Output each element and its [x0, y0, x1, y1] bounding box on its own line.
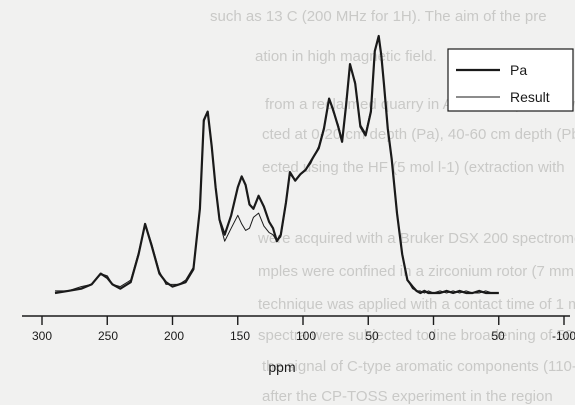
x-tick-label: 200 — [164, 329, 184, 343]
plot-area — [54, 34, 499, 295]
x-tick-label: 50 — [491, 329, 505, 343]
x-tick-label: 50 — [365, 329, 379, 343]
x-ticks — [41, 316, 565, 325]
x-tick-label: -100 — [552, 329, 575, 343]
legend-box — [447, 48, 574, 112]
x-tick-label: 0 — [429, 329, 436, 343]
legend-label-result: Result — [510, 89, 550, 105]
x-tick-label: 150 — [230, 329, 250, 343]
x-axis-title: ppm — [268, 359, 295, 375]
series-line-result — [55, 37, 499, 294]
series-line-pa — [54, 34, 499, 295]
series-lines — [54, 34, 499, 295]
x-axis: 300 250 200 150 100 50 0 50 -100 ppm — [22, 315, 575, 375]
legend-label-pa: Pa — [510, 62, 527, 78]
legend: Pa Result — [447, 48, 574, 112]
x-tick-label: 250 — [98, 329, 118, 343]
x-tick-label: 100 — [296, 329, 316, 343]
x-tick-label: 300 — [32, 329, 52, 343]
